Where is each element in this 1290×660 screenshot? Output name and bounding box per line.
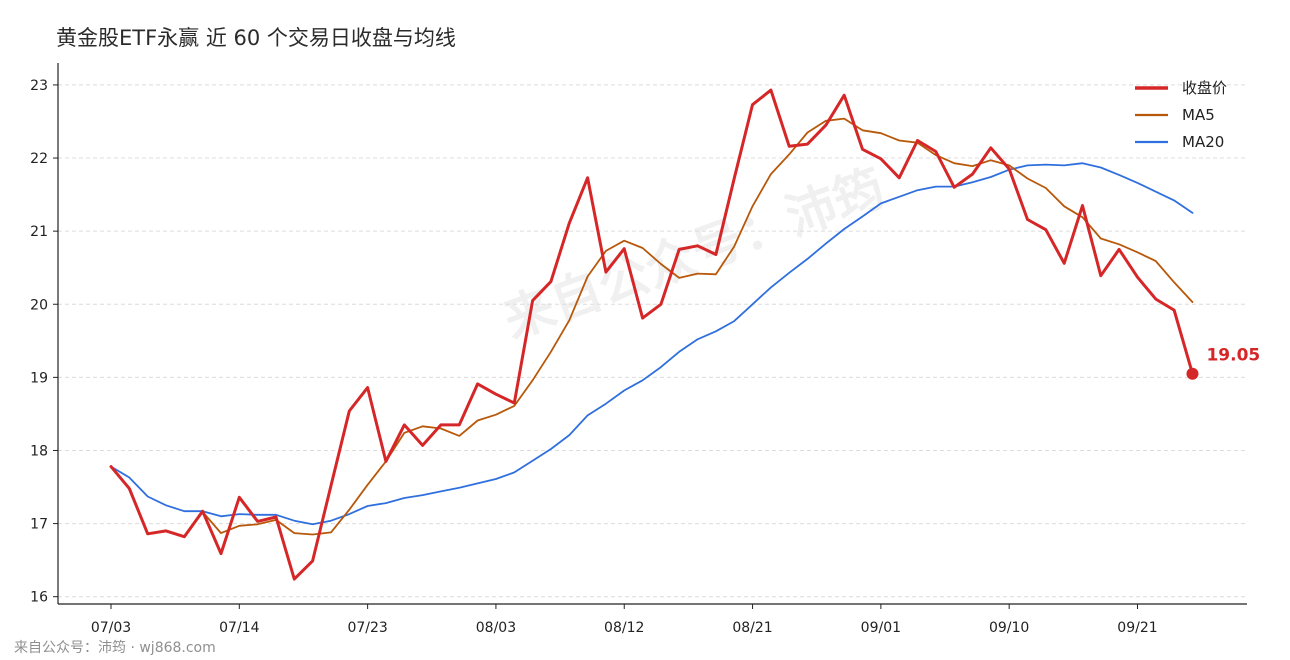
y-tick-label: 22: [30, 151, 48, 167]
y-tick-label: 16: [30, 590, 48, 606]
x-tick-label: 08/21: [732, 620, 772, 636]
series-line-MA20: [110, 162, 1194, 526]
chart-title: 黄金股ETF永赢 近 60 个交易日收盘与均线: [56, 26, 456, 50]
x-tick-label: 07/14: [219, 620, 259, 636]
x-tick-label: 07/03: [91, 620, 131, 636]
legend-label: MA20: [1182, 133, 1224, 151]
legend-label: MA5: [1182, 106, 1215, 124]
x-tick-label: 09/10: [989, 620, 1029, 636]
y-tick-label: 20: [30, 297, 48, 313]
y-tick-label: 19: [30, 370, 48, 386]
y-tick-label: 18: [30, 443, 48, 459]
series-layer: [109, 88, 1194, 581]
last-point-marker: [1186, 367, 1199, 380]
series-line-MA5: [110, 117, 1194, 538]
y-tick-label: 23: [30, 78, 48, 94]
legend-label: 收盘价: [1182, 79, 1227, 97]
x-tick-label: 09/01: [861, 620, 901, 636]
last-close-label: 19.05: [1206, 346, 1260, 366]
x-tick-label: 09/21: [1117, 620, 1157, 636]
x-tick-label: 08/03: [476, 620, 516, 636]
x-tick-label: 08/12: [604, 620, 644, 636]
watermark: 来自公众号：沛筠: [496, 158, 892, 349]
y-tick-label: 17: [30, 517, 48, 533]
y-tick-label: 21: [30, 224, 48, 240]
x-tick-label: 07/23: [347, 620, 387, 636]
series-line-收盘价: [109, 88, 1194, 581]
axes: 16 17 18 19 20 21 22 23 07/03 07/14 07/23 08/03 08/1…: [30, 63, 1247, 636]
grid: [58, 84, 1247, 598]
footer-source: 来自公众号：沛筠 · wj868.com: [14, 639, 216, 656]
legend: 收盘价 MA5 MA20: [1135, 79, 1227, 151]
